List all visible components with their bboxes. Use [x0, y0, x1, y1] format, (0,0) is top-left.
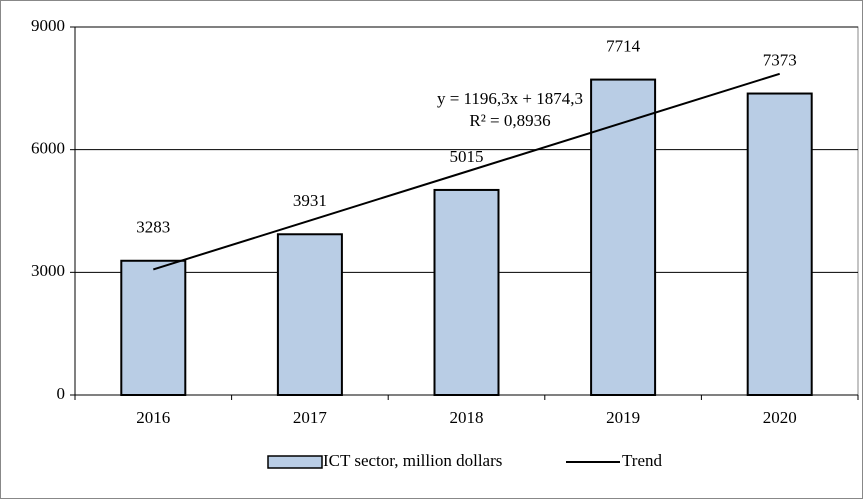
- y-tick-label: 9000: [31, 16, 65, 35]
- data-label: 7373: [763, 50, 797, 69]
- x-tick-label: 2019: [606, 408, 640, 427]
- y-tick-label: 0: [57, 384, 66, 403]
- data-label: 3283: [136, 218, 170, 237]
- data-label: 3931: [293, 191, 327, 210]
- trend-line: [153, 72, 780, 271]
- legend-label: ICT sector, million dollars: [323, 451, 502, 470]
- legend-label: Trend: [622, 451, 662, 470]
- x-tick-label: 2016: [136, 408, 170, 427]
- legend-swatch: [267, 455, 323, 469]
- bar: [746, 92, 813, 397]
- y-tick-label: 3000: [31, 261, 65, 280]
- trend-r-squared: R² = 0,8936: [469, 111, 550, 130]
- x-tick-label: 2018: [450, 408, 484, 427]
- trend-equation: y = 1196,3x + 1874,3: [437, 89, 583, 108]
- x-tick-label: 2020: [763, 408, 797, 427]
- x-tick-label: 2017: [293, 408, 328, 427]
- data-label: 7714: [606, 36, 641, 55]
- bar: [433, 188, 500, 396]
- bar: [590, 78, 657, 397]
- y-tick-label: 6000: [31, 139, 65, 158]
- bar: [120, 259, 187, 396]
- bar: [276, 233, 343, 396]
- data-label: 5015: [450, 147, 484, 166]
